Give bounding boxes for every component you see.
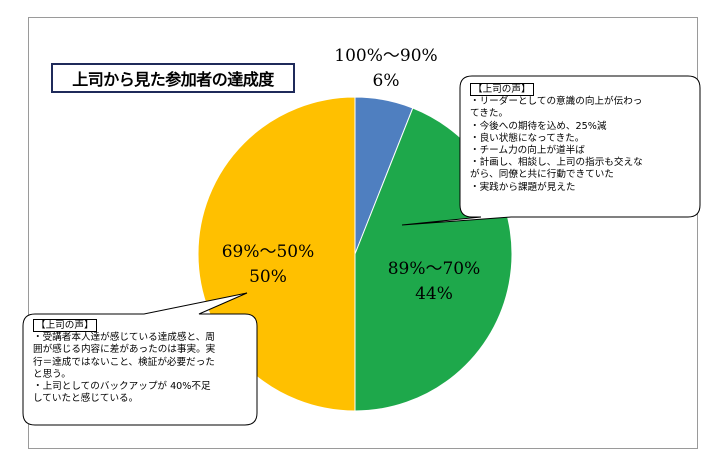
- callout-line: と思う。: [33, 368, 71, 380]
- slice-label-text: 69%～50%: [221, 242, 315, 262]
- slice-label-69-50: 69%～50% 50%: [210, 240, 326, 290]
- callout-text-bottom-left: 【上司の声】 ・受講者本人達が感じている達成感と、周 囲が感じる内容に差があった…: [33, 319, 215, 405]
- callout-line: ・実践から課題が見えた: [470, 181, 576, 193]
- slice-value-text: 50%: [249, 267, 287, 287]
- slice-label-text: 89%～70%: [387, 259, 481, 279]
- slice-value-text: 6%: [372, 71, 400, 91]
- callout-line: ・受講者本人達が感じている達成感と、周: [33, 332, 215, 344]
- slice-label-text: 100%～90%: [334, 46, 438, 66]
- pie-slices: [197, 96, 513, 412]
- chart-title: 上司から見た参加者の達成度: [51, 63, 295, 93]
- callout-line: ・良い状態になってきた。: [470, 132, 585, 144]
- callout-line: ・計画し、相談し、上司の指示も交えな: [470, 157, 643, 169]
- callout-line: していたと感じている。: [33, 393, 139, 405]
- callout-line: ・今後への期待を込め、25%減: [470, 120, 607, 132]
- callout-text-top-right: 【上司の声】 ・リーダーとしての意識の向上が伝わっ てきた。 ・今後への期待を込…: [470, 83, 643, 194]
- callout-line: 囲が感じる内容に差があったのは事実。実: [33, 344, 216, 356]
- callout-header: 【上司の声】: [33, 319, 97, 332]
- callout-line: ・リーダーとしての意識の向上が伝わっ: [470, 96, 643, 108]
- callout-line: てきた。: [470, 108, 509, 120]
- slice-label-89-70: 89%～70% 44%: [376, 257, 492, 307]
- callout-bubble-bottom-left: [22, 292, 258, 426]
- slice-label-100-90: 100%～90% 6%: [328, 44, 444, 94]
- callout-line: 行＝達成ではないこと、検証が必要だった: [33, 356, 215, 368]
- callout-line: ・上司としてのバックアップが 40%不足: [33, 381, 211, 393]
- callout-bubble-top-right: [401, 75, 701, 226]
- callout-line: がら、同僚と共に行動できていた: [470, 169, 614, 181]
- slice-value-text: 44%: [415, 284, 453, 304]
- callout-line: ・チーム力の向上が道半ば: [470, 145, 585, 157]
- callout-header: 【上司の声】: [470, 83, 534, 96]
